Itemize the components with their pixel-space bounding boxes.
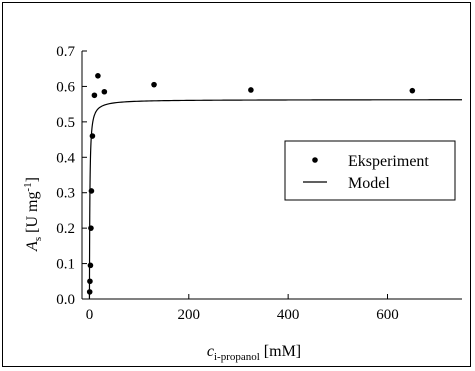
x-tick-label: 600: [376, 307, 399, 323]
model-curve: [88, 99, 462, 300]
data-point: [86, 289, 93, 295]
x-title-unit: [mM]: [260, 343, 301, 360]
legend-box: [284, 140, 456, 201]
y-tick-label: 0.7: [56, 44, 75, 60]
y-title-unit: [U mg: [24, 192, 41, 237]
y-tick-label: 0.1: [56, 257, 75, 273]
y-tick-label: 0.5: [56, 115, 75, 131]
x-axis-title: ci-propanol [mM]: [207, 343, 301, 363]
data-point: [101, 88, 108, 95]
data-point: [87, 278, 93, 285]
x-title-main: c: [207, 343, 214, 360]
y-title-main: A: [24, 241, 41, 252]
y-tick-label: 0.6: [56, 79, 75, 95]
data-point: [409, 87, 416, 94]
data-point: [95, 73, 101, 79]
data-point: [91, 92, 98, 99]
y-ticks: 0.0 0.1 0.2 0.3 0.4 0.5 0.6 0.7: [56, 44, 87, 308]
x-tick-label: 200: [178, 307, 201, 323]
y-tick-label: 0.0: [56, 292, 75, 308]
data-point: [88, 225, 94, 231]
y-axis-title: As [U mg-1]: [22, 177, 44, 252]
legend-label-eksperiment: Eksperiment: [348, 153, 429, 170]
y-tick-label: 0.3: [56, 186, 75, 202]
x-tick-label: 400: [277, 307, 300, 323]
y-tick-label: 0.4: [56, 150, 75, 166]
legend-label-model: Model: [348, 175, 390, 192]
chart-frame: [2, 2, 471, 367]
data-points: [86, 73, 416, 295]
x-tick-label: 0: [86, 307, 94, 323]
y-title-unit-end: ]: [24, 177, 41, 182]
legend-marker-eksperiment: [312, 157, 318, 163]
y-title-sup: -1: [22, 182, 34, 191]
y-tick-label: 0.2: [56, 221, 75, 237]
plot-area: 0.0 0.1 0.2 0.3 0.4 0.5 0.6 0.7 0 200 400 600: [56, 44, 462, 323]
legend: Eksperiment Model: [284, 140, 456, 201]
x-title-sub: i-propanol: [214, 351, 260, 363]
data-point: [87, 262, 94, 269]
data-point: [248, 87, 254, 93]
x-ticks: 0 200 400 600: [86, 294, 399, 323]
data-point: [88, 188, 95, 194]
y-title-sub: s: [32, 237, 44, 241]
data-point: [151, 81, 157, 88]
data-point: [89, 133, 96, 139]
